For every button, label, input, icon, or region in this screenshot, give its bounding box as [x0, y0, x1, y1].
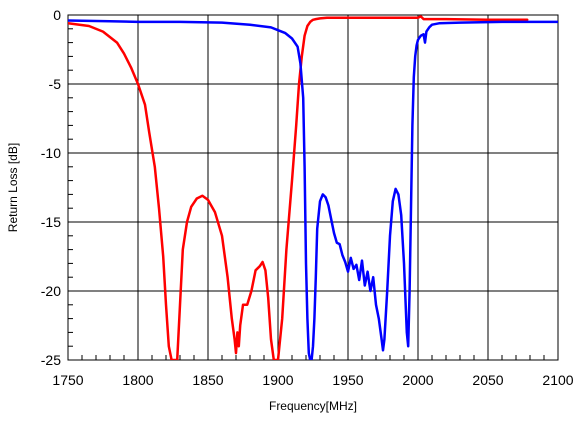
- x-tick-label: 1750: [52, 372, 83, 388]
- x-tick-label: 1850: [192, 372, 223, 388]
- y-tick-label: -5: [49, 76, 62, 92]
- y-tick-label: -10: [41, 145, 61, 161]
- y-tick-label: -15: [41, 214, 61, 230]
- y-tick-label: 0: [53, 7, 61, 23]
- grid-lines: [68, 15, 558, 360]
- x-axis-title: Frequency[MHz]: [269, 399, 357, 413]
- x-tick-label: 2000: [402, 372, 433, 388]
- x-tick-label: 1950: [332, 372, 363, 388]
- series-line-1: [68, 15, 529, 360]
- x-tick-label: 1800: [122, 372, 153, 388]
- y-tick-labels: 0 -5 -10 -15 -20 -25: [41, 7, 61, 368]
- plot-area: [67, 14, 559, 361]
- x-tick-label: 1900: [262, 372, 293, 388]
- x-tick-label: 2050: [472, 372, 503, 388]
- y-tick-label: -20: [41, 283, 61, 299]
- y-tick-label: -25: [41, 352, 61, 368]
- series-line-2: [68, 19, 558, 360]
- minor-ticks: [68, 28, 545, 360]
- x-tick-label: 2100: [542, 372, 573, 388]
- y-axis-title: Return Loss [dB]: [6, 143, 20, 232]
- x-tick-labels: 1750 1800 1850 1900 1950 2000 2050 2100: [52, 372, 573, 388]
- series-group: [68, 15, 558, 360]
